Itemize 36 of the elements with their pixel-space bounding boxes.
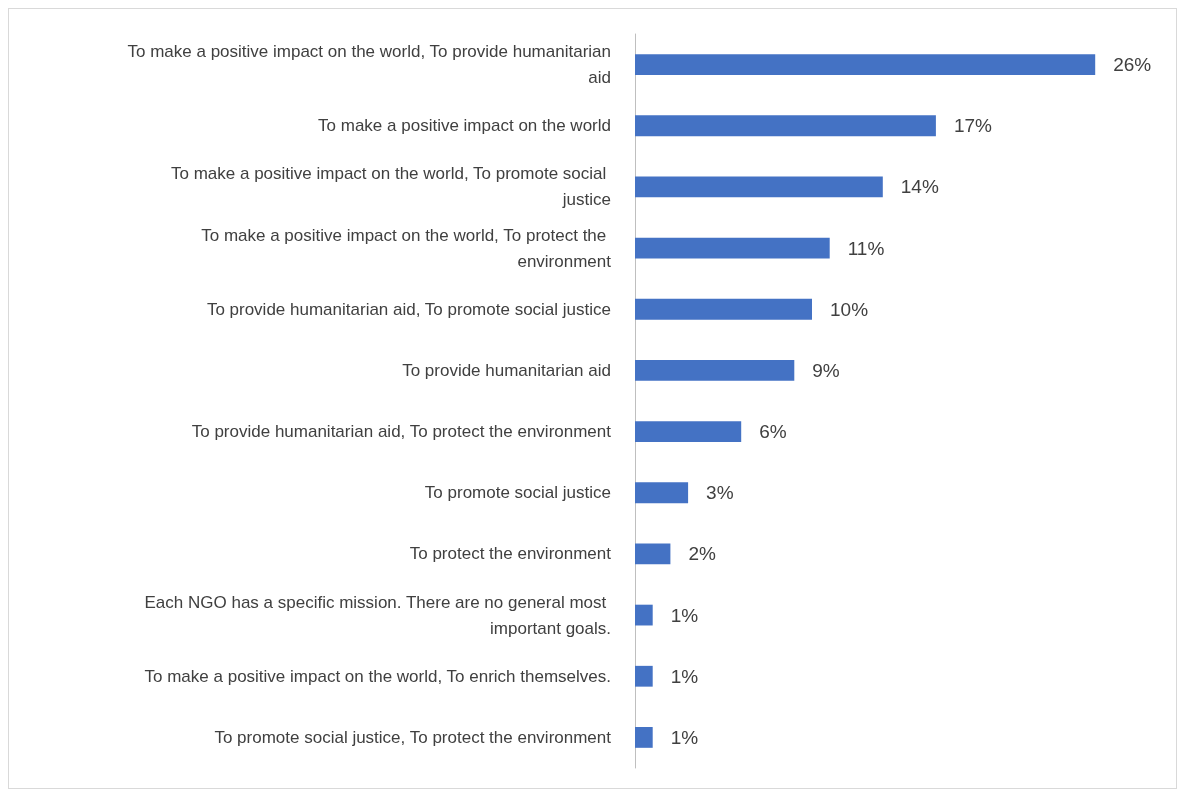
y-tick-label: To make a positive impact on the world, To enrich themselves. (144, 666, 611, 686)
y-tick-label: To provide humanitarian aid, To promote social justice (206, 299, 611, 319)
bar (635, 604, 653, 626)
bar (635, 54, 1096, 75)
data-label: 9% (812, 359, 840, 381)
y-tick-label: Each NGO has a specific mission. There are no general most important goals. (144, 592, 611, 638)
bar (635, 727, 653, 748)
bar (635, 665, 653, 687)
y-tick-label: To make a positive impact on the world (318, 116, 611, 136)
data-label: 17% (953, 115, 993, 137)
data-label: 6% (759, 421, 787, 443)
bar (635, 543, 671, 565)
y-tick-label: To make a positive impact on the world, To promote social justice (170, 164, 611, 210)
bar (635, 482, 689, 504)
bar (635, 115, 936, 137)
data-label: 1% (670, 604, 699, 626)
data-label: 2% (688, 543, 716, 565)
bar (635, 421, 742, 442)
y-tick-label: To provide humanitarian aid (402, 360, 611, 380)
data-label: 10% (830, 298, 869, 320)
data-label: 3% (706, 482, 734, 504)
y-tick-label: To provide humanitarian aid, To protect the environment (191, 422, 612, 442)
data-label: 1% (670, 665, 699, 687)
bar (635, 237, 830, 259)
y-tick-label: To make a positive impact on the world, To provide humanitarian aid (127, 42, 611, 88)
y-tick-label: To protect the environment (409, 544, 612, 564)
data-label: 11% (847, 237, 885, 259)
data-label: 14% (900, 176, 939, 198)
bar (635, 298, 812, 320)
y-tick-label: To promote social justice, To protect the environment (214, 727, 612, 747)
bar (635, 360, 795, 381)
y-tick-label: To make a positive impact on the world, To protect the environment (201, 225, 612, 271)
data-label: 1% (670, 726, 699, 748)
y-tick-label: To promote social justice (424, 483, 611, 503)
bar (635, 176, 883, 198)
data-label: 26% (1113, 54, 1152, 76)
